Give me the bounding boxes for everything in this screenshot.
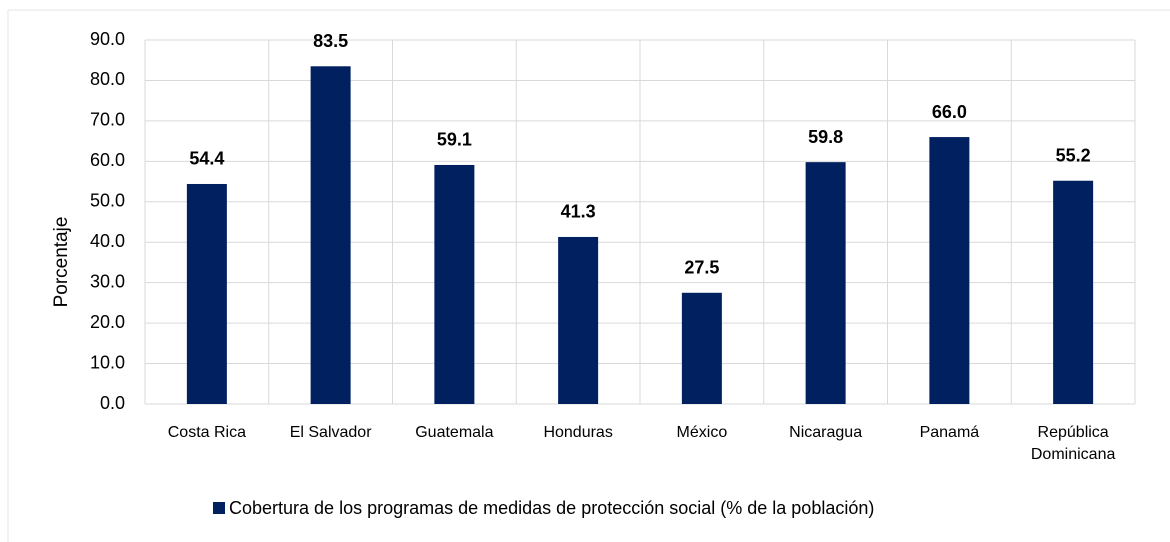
- data-label: 66.0: [932, 102, 967, 122]
- y-tick-label: 50.0: [90, 191, 125, 211]
- bar: [681, 292, 722, 404]
- data-label: 55.2: [1056, 145, 1091, 165]
- x-tick-label: Nicaragua: [789, 424, 862, 441]
- data-label: 83.5: [313, 31, 348, 51]
- y-axis-label: Porcentaje: [51, 217, 72, 308]
- x-tick-label: Costa Rica: [168, 424, 246, 441]
- bar: [558, 236, 599, 404]
- y-tick-label: 30.0: [90, 271, 125, 291]
- bar: [186, 183, 227, 404]
- y-tick-label: 20.0: [90, 312, 125, 332]
- y-tick-label: 0.0: [100, 393, 125, 413]
- x-tick-label: Honduras: [543, 424, 612, 441]
- y-tick-label: 90.0: [90, 29, 125, 49]
- data-label: 27.5: [684, 258, 719, 278]
- x-tick-label: México: [677, 424, 728, 441]
- x-tick-label: El Salvador: [290, 424, 372, 441]
- data-label: 41.3: [561, 202, 596, 222]
- y-tick-label: 40.0: [90, 231, 125, 251]
- legend-marker: [213, 502, 225, 514]
- x-tick-label: Guatemala: [415, 424, 493, 441]
- y-tick-label: 80.0: [90, 69, 125, 89]
- legend-label: Cobertura de los programas de medidas de…: [229, 498, 874, 518]
- y-tick-label: 10.0: [90, 352, 125, 372]
- x-tick-label: Panamá: [920, 424, 980, 441]
- data-label: 59.1: [437, 130, 472, 150]
- y-tick-label: 60.0: [90, 150, 125, 170]
- bar: [929, 137, 970, 405]
- data-label: 54.4: [189, 149, 224, 169]
- bar: [805, 162, 846, 404]
- data-label: 59.8: [808, 127, 843, 147]
- y-tick-label: 70.0: [90, 110, 125, 130]
- bar: [310, 66, 351, 405]
- x-tick-label: República Dominicana: [1031, 424, 1116, 463]
- bar: [434, 164, 475, 404]
- bar: [1053, 180, 1094, 404]
